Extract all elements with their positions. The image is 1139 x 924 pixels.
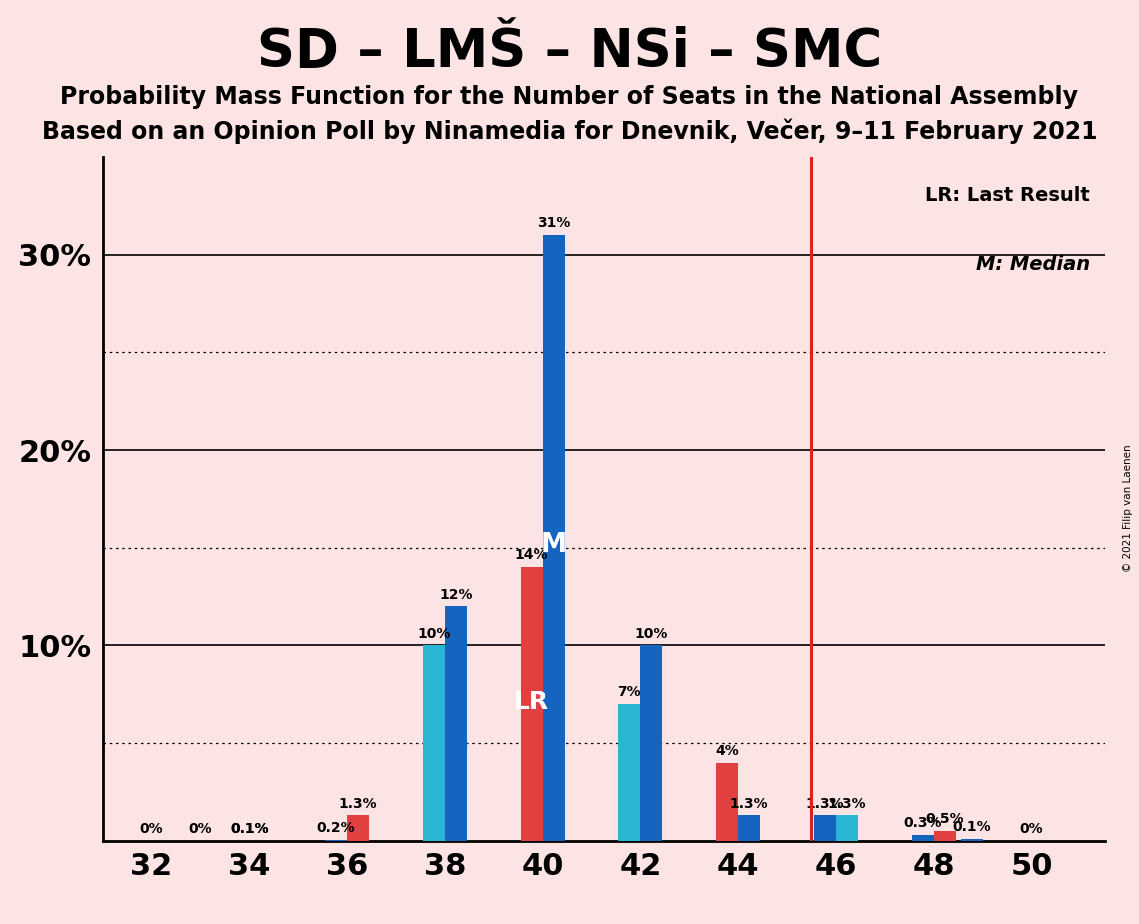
Text: 0.1%: 0.1% xyxy=(230,822,269,836)
Text: 1.3%: 1.3% xyxy=(730,796,769,810)
Bar xyxy=(347,816,369,841)
Bar xyxy=(836,816,858,841)
Bar xyxy=(444,606,467,841)
Bar xyxy=(521,567,542,841)
Text: LR: Last Result: LR: Last Result xyxy=(925,187,1090,205)
Text: 12%: 12% xyxy=(439,588,473,602)
Bar xyxy=(716,762,738,841)
Text: 1.3%: 1.3% xyxy=(338,796,377,810)
Text: SD – LMŠ – NSi – SMC: SD – LMŠ – NSi – SMC xyxy=(257,26,882,78)
Bar xyxy=(640,646,663,841)
Text: 0%: 0% xyxy=(188,822,212,836)
Text: 0.2%: 0.2% xyxy=(317,821,355,835)
Bar xyxy=(618,704,640,841)
Bar xyxy=(542,236,565,841)
Bar xyxy=(911,835,934,841)
Text: 10%: 10% xyxy=(417,626,450,640)
Bar xyxy=(738,816,760,841)
Text: 7%: 7% xyxy=(617,686,641,699)
Text: 0.5%: 0.5% xyxy=(925,812,964,826)
Text: LR: LR xyxy=(514,690,549,714)
Text: Based on an Opinion Poll by Ninamedia for Dnevnik, Večer, 9–11 February 2021: Based on an Opinion Poll by Ninamedia fo… xyxy=(42,118,1097,144)
Bar xyxy=(814,816,836,841)
Bar xyxy=(423,646,444,841)
Text: 0.3%: 0.3% xyxy=(903,816,942,830)
Text: M: Median: M: Median xyxy=(976,255,1090,274)
Text: 1.3%: 1.3% xyxy=(805,796,844,810)
Text: M: M xyxy=(541,531,566,557)
Text: 10%: 10% xyxy=(634,626,669,640)
Text: 1.3%: 1.3% xyxy=(828,796,867,810)
Text: 0.1%: 0.1% xyxy=(230,822,269,836)
Bar xyxy=(325,840,347,841)
Text: 14%: 14% xyxy=(515,549,548,563)
Text: Probability Mass Function for the Number of Seats in the National Assembly: Probability Mass Function for the Number… xyxy=(60,85,1079,109)
Text: 0%: 0% xyxy=(140,822,163,836)
Text: 0.1%: 0.1% xyxy=(952,820,991,834)
Text: 31%: 31% xyxy=(536,216,571,230)
Text: 0%: 0% xyxy=(1019,822,1043,836)
Bar xyxy=(960,839,983,841)
Text: © 2021 Filip van Laenen: © 2021 Filip van Laenen xyxy=(1123,444,1132,572)
Text: 4%: 4% xyxy=(715,744,739,758)
Bar xyxy=(934,831,956,841)
